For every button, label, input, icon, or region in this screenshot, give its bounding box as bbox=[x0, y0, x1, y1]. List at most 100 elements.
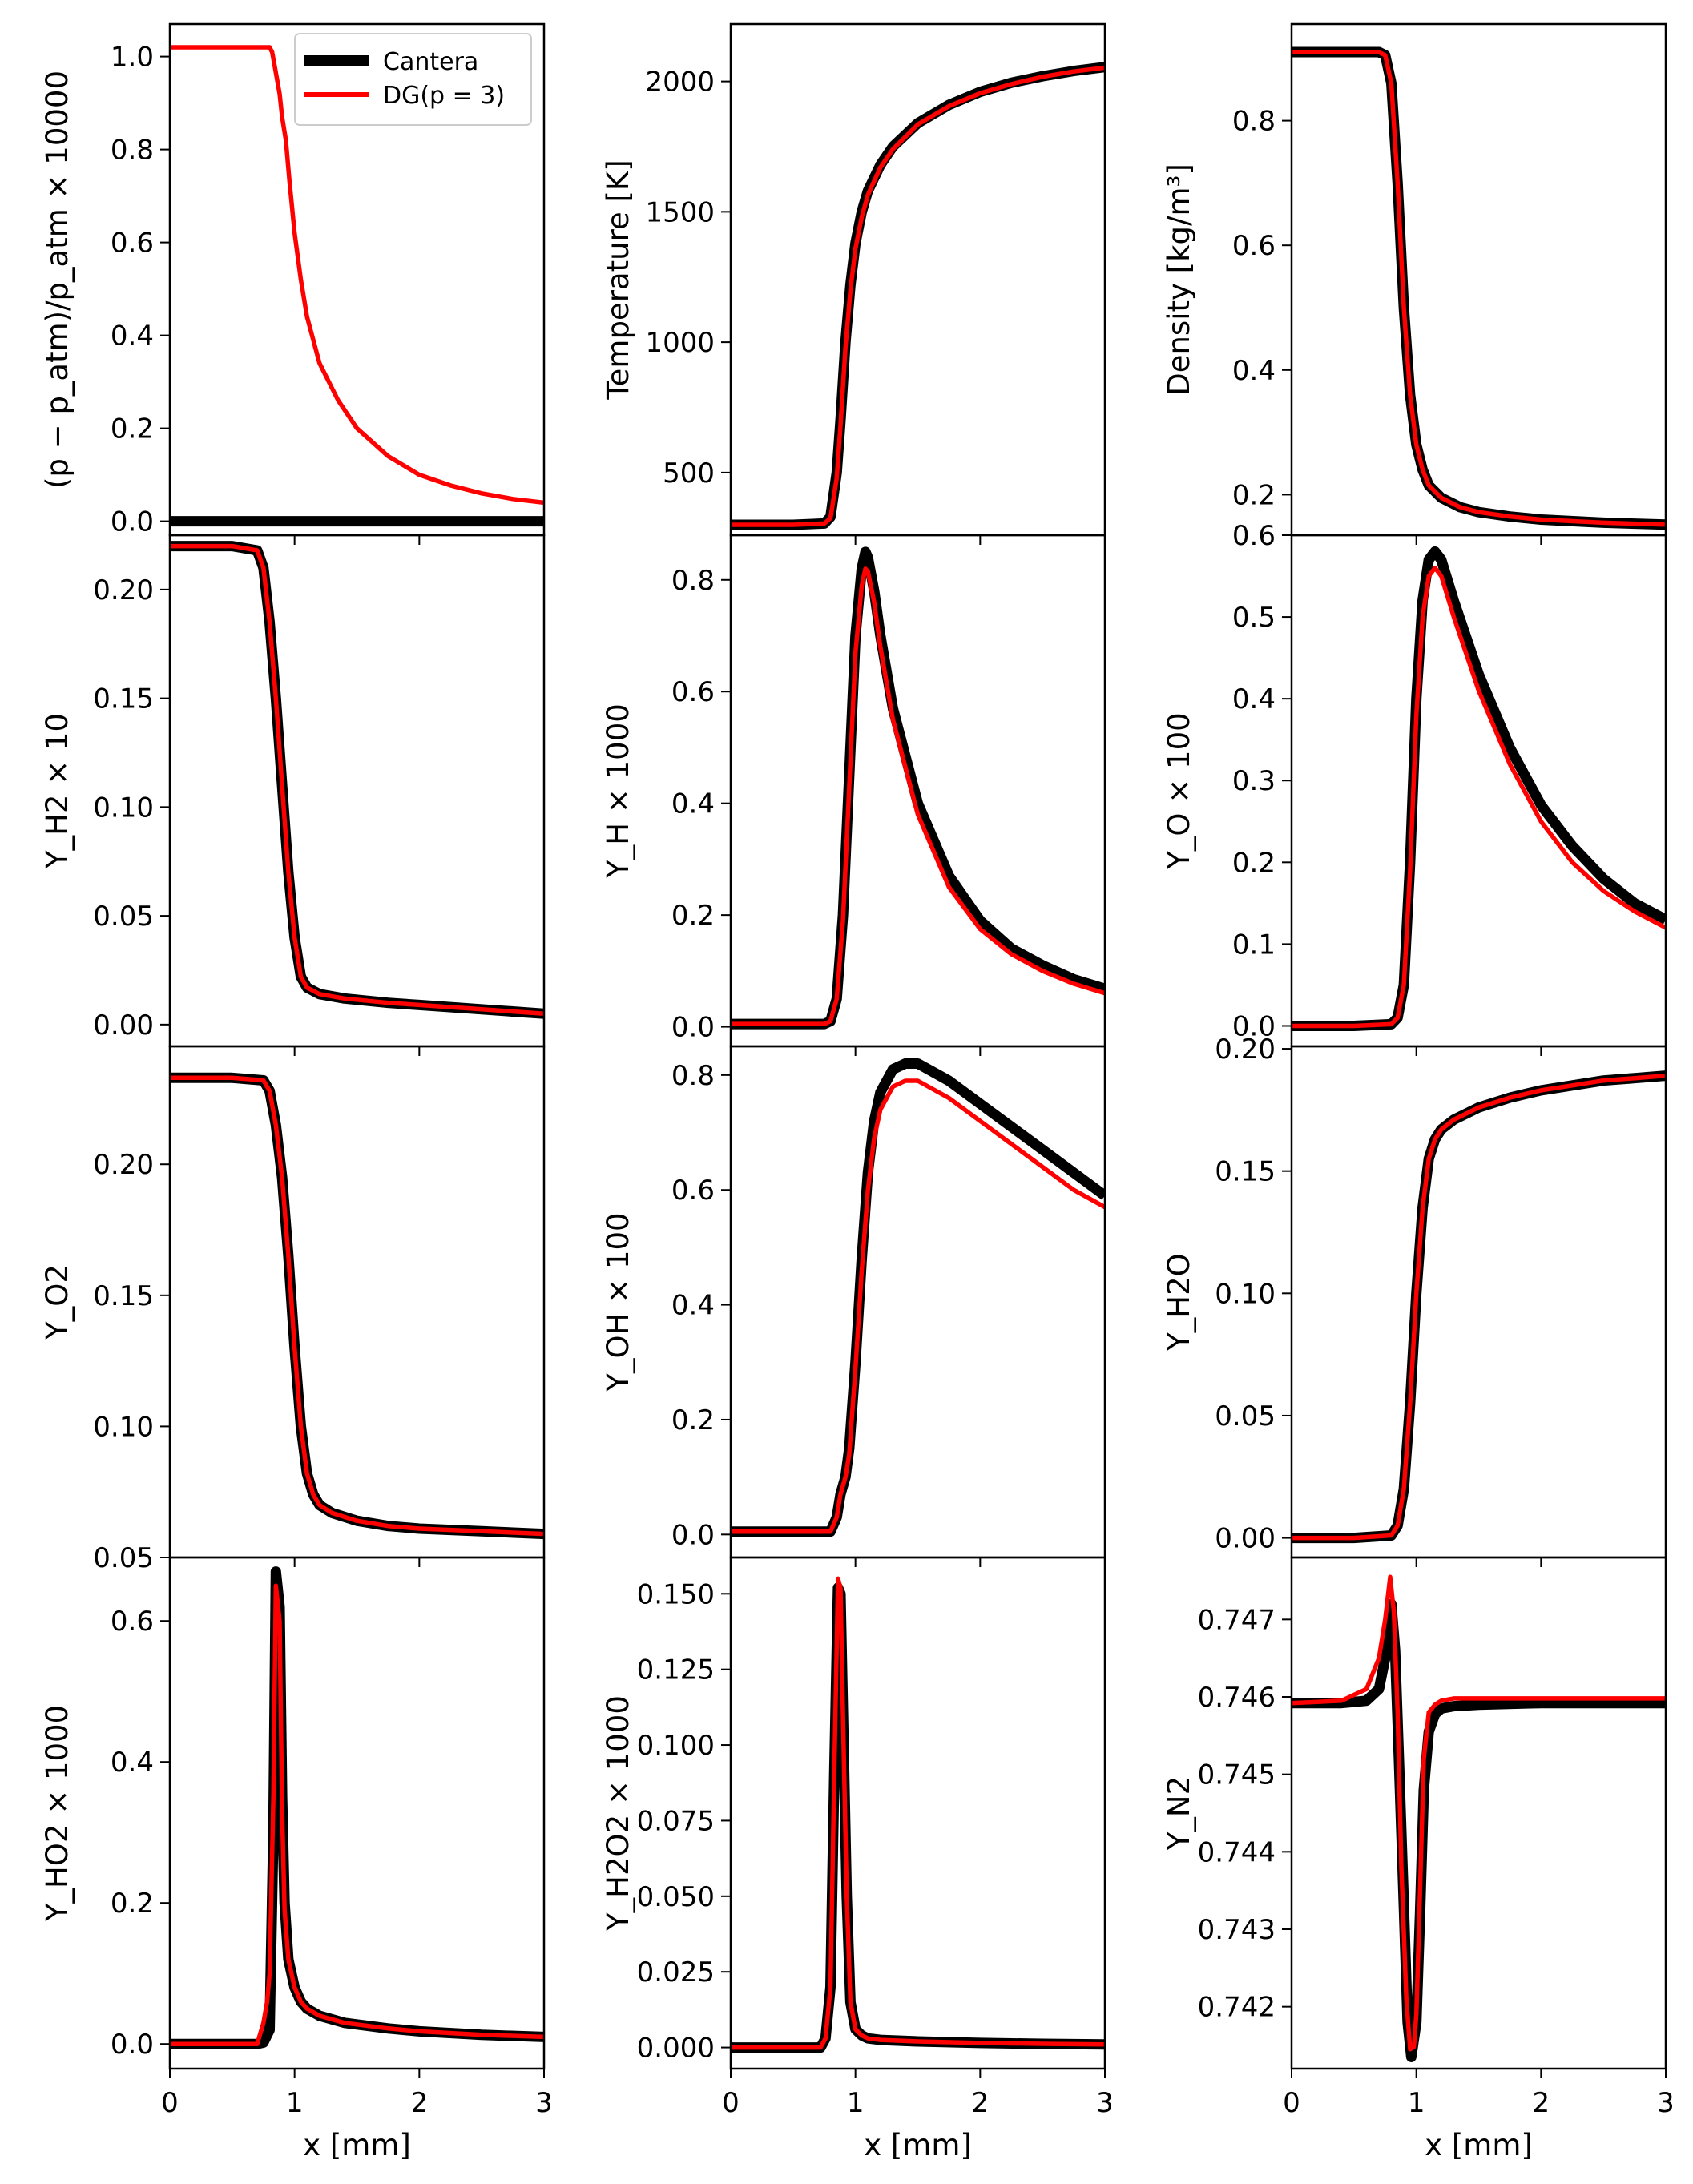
x-tick-label: 3 bbox=[535, 2087, 553, 2119]
y-tick-label: 0.075 bbox=[637, 1805, 715, 1837]
x-tick-label: 0 bbox=[722, 2087, 740, 2119]
series-line-dg bbox=[731, 1078, 1105, 1534]
panel-11: 0.000 0.025 0.050 0.075 0.100 0.125 0.150 0 1 2 3 x… bbox=[601, 1556, 1114, 2162]
x-tick-label: 3 bbox=[1096, 2087, 1114, 2119]
legend-label-dg: DG(p = 3) bbox=[383, 82, 505, 110]
y-tick-label: 0.6 bbox=[671, 1175, 715, 1207]
y-tick-label: 0.000 bbox=[637, 2033, 715, 2065]
y-tick-label: 0.0 bbox=[671, 1012, 715, 1044]
x-tick-label: 1 bbox=[1408, 2087, 1425, 2119]
panel-8: 0.0 0.2 0.4 0.6 0.8 Y_OH × 100 bbox=[601, 1045, 1106, 1567]
panel-frame bbox=[729, 1556, 1106, 2070]
y-tick-label: 0.0 bbox=[1232, 1010, 1276, 1042]
y-tick-label: 0.0 bbox=[111, 2029, 154, 2061]
y-tick-label: 0.745 bbox=[1198, 1759, 1276, 1791]
y-tick-label: 0.744 bbox=[1198, 1836, 1276, 1868]
y-tick-label: 0.6 bbox=[111, 1606, 154, 1638]
y-tick-label: 0.05 bbox=[1215, 1400, 1276, 1432]
x-tick-label: 2 bbox=[1533, 2087, 1550, 2119]
y-tick-label: 0.15 bbox=[93, 1280, 154, 1312]
panel-frame bbox=[1290, 1556, 1667, 2070]
y-tick-label: 2000 bbox=[645, 66, 715, 99]
panel-frame bbox=[168, 1045, 546, 1559]
y-tick-label: 0.2 bbox=[671, 1404, 715, 1437]
panel-frame bbox=[1290, 1045, 1667, 1559]
series-line-cantera bbox=[170, 541, 544, 1019]
y-tick-label: 0.0 bbox=[111, 506, 154, 538]
series-line-dg bbox=[731, 1576, 1105, 2050]
y-tick-label: 0.4 bbox=[111, 1747, 154, 1779]
series-line-dg bbox=[1292, 1574, 1666, 2052]
panel-frame bbox=[168, 534, 546, 1048]
y-tick-label: 0.00 bbox=[93, 1009, 154, 1042]
panel-frame bbox=[729, 1045, 1106, 1559]
y-tick-label: 0.025 bbox=[637, 1956, 715, 1989]
y-tick-label: 0.20 bbox=[93, 1149, 154, 1181]
x-tick-label: 0 bbox=[1283, 2087, 1300, 2119]
y-tick-label: 0.8 bbox=[671, 565, 715, 597]
series-line-dg bbox=[731, 566, 1105, 1026]
series-line-cantera bbox=[170, 1072, 544, 1540]
panel-9: 0.00 0.05 0.10 0.15 0.20 Y_H2O bbox=[1162, 1034, 1667, 1567]
series-line-dg bbox=[170, 1075, 544, 1537]
y-tick-label: 0.10 bbox=[93, 1411, 154, 1443]
y-axis-label: Y_N2 bbox=[1162, 1776, 1196, 1851]
y-tick-label: 0.20 bbox=[93, 574, 154, 606]
series-line-dg bbox=[170, 543, 544, 1017]
y-tick-label: 500 bbox=[663, 457, 715, 490]
y-tick-label: 0.100 bbox=[637, 1730, 715, 1762]
y-tick-label: 1000 bbox=[645, 327, 715, 359]
y-tick-label: 0.4 bbox=[671, 788, 715, 820]
y-tick-label: 0.746 bbox=[1198, 1682, 1276, 1714]
y-tick-label: 0.6 bbox=[1232, 520, 1276, 552]
panel-4: 0.00 0.05 0.10 0.15 0.20 Y_H2 × 10 bbox=[40, 534, 546, 1056]
x-tick-label: 1 bbox=[847, 2087, 865, 2119]
y-tick-label: 0.00 bbox=[1215, 1523, 1276, 1555]
y-axis-label: Y_OH × 100 bbox=[601, 1212, 635, 1392]
y-tick-label: 0.050 bbox=[637, 1881, 715, 1913]
panel-3: 0.2 0.4 0.6 0.8 Density [kg/m³] bbox=[1162, 22, 1667, 545]
y-tick-label: 1.0 bbox=[111, 42, 154, 74]
panel-7: 0.05 0.10 0.15 0.20 Y_O2 bbox=[40, 1045, 546, 1574]
x-axis-label: x [mm] bbox=[1425, 2128, 1533, 2162]
y-axis-label: Y_O × 100 bbox=[1162, 712, 1196, 869]
y-tick-label: 0.6 bbox=[111, 228, 154, 260]
y-axis-label: Y_H2O2 × 1000 bbox=[601, 1695, 635, 1932]
y-tick-label: 0.1 bbox=[1232, 929, 1276, 961]
y-tick-label: 0.125 bbox=[637, 1654, 715, 1686]
y-tick-label: 0.8 bbox=[111, 135, 154, 167]
series-line-cantera bbox=[731, 1058, 1105, 1537]
series-line-dg bbox=[731, 65, 1105, 527]
legend-label-cantera: Cantera bbox=[383, 48, 478, 76]
panels: 0.0 0.2 0.4 0.6 0.8 1.0 (p − p_atm)/p_atm × 10… bbox=[40, 22, 1675, 2162]
y-tick-label: 0.15 bbox=[93, 683, 154, 715]
y-tick-label: 0.15 bbox=[1215, 1156, 1276, 1188]
series-line-dg bbox=[1292, 566, 1666, 1029]
y-axis-label: Density [kg/m³] bbox=[1162, 163, 1196, 396]
series-line-cantera bbox=[170, 1566, 544, 2049]
y-tick-label: 0.6 bbox=[671, 676, 715, 708]
series-line-cantera bbox=[731, 62, 1105, 530]
x-tick-label: 0 bbox=[161, 2087, 179, 2119]
x-tick-label: 3 bbox=[1657, 2087, 1675, 2119]
series-line-dg bbox=[1292, 50, 1666, 527]
panel-1: 0.0 0.2 0.4 0.6 0.8 1.0 (p − p_atm)/p_atm × 10… bbox=[40, 22, 546, 545]
y-axis-label: Y_H × 1000 bbox=[601, 703, 635, 879]
panel-frame bbox=[168, 1556, 546, 2070]
series-line-dg bbox=[170, 45, 544, 506]
y-tick-label: 0.2 bbox=[111, 1888, 154, 1920]
series-line-dg bbox=[1292, 1073, 1666, 1541]
y-axis-label: Y_O2 bbox=[40, 1264, 75, 1340]
y-tick-label: 0.10 bbox=[1215, 1278, 1276, 1310]
series-line-cantera bbox=[1292, 1598, 1666, 2062]
y-tick-label: 0.4 bbox=[111, 320, 154, 353]
x-tick-label: 1 bbox=[286, 2087, 304, 2119]
y-tick-label: 0.8 bbox=[1232, 106, 1276, 138]
y-tick-label: 0.05 bbox=[93, 901, 154, 933]
panel-6: 0.0 0.1 0.2 0.3 0.4 0.5 0.6 Y_O × 100 bbox=[1162, 520, 1667, 1056]
series-line-dg bbox=[170, 1583, 544, 2046]
legend: Cantera DG(p = 3) bbox=[294, 33, 532, 126]
y-tick-label: 0.747 bbox=[1198, 1604, 1276, 1636]
y-tick-label: 0.2 bbox=[1232, 847, 1276, 879]
